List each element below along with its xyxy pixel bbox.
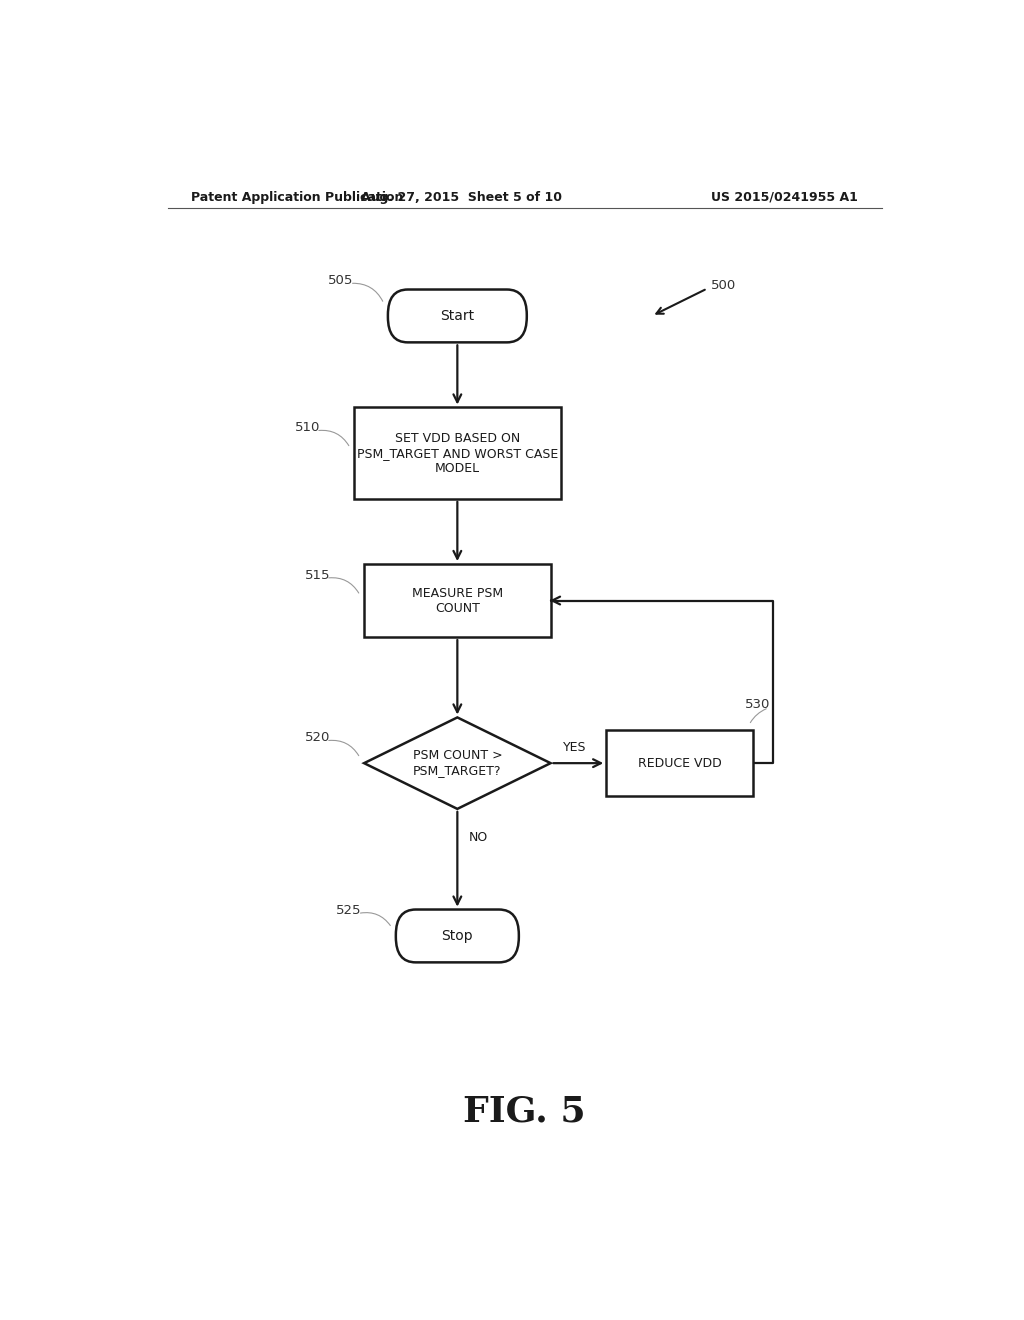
Bar bbox=[354, 408, 560, 499]
FancyBboxPatch shape bbox=[388, 289, 526, 342]
Text: REDUCE VDD: REDUCE VDD bbox=[638, 756, 722, 770]
Text: YES: YES bbox=[562, 742, 586, 755]
Text: PSM COUNT >
PSM_TARGET?: PSM COUNT > PSM_TARGET? bbox=[413, 750, 502, 777]
Text: Patent Application Publication: Patent Application Publication bbox=[191, 190, 403, 203]
Text: MEASURE PSM
COUNT: MEASURE PSM COUNT bbox=[412, 586, 503, 615]
Bar bbox=[365, 564, 551, 638]
Text: 530: 530 bbox=[745, 698, 770, 711]
Text: NO: NO bbox=[469, 830, 488, 843]
Text: Start: Start bbox=[440, 309, 474, 323]
FancyBboxPatch shape bbox=[396, 909, 519, 962]
Polygon shape bbox=[365, 718, 551, 809]
Text: US 2015/0241955 A1: US 2015/0241955 A1 bbox=[712, 190, 858, 203]
Text: 520: 520 bbox=[304, 731, 330, 744]
Text: 525: 525 bbox=[336, 904, 361, 917]
Text: SET VDD BASED ON
PSM_TARGET AND WORST CASE
MODEL: SET VDD BASED ON PSM_TARGET AND WORST CA… bbox=[356, 432, 558, 475]
Bar bbox=[606, 730, 753, 796]
Text: 500: 500 bbox=[712, 279, 736, 292]
Text: Aug. 27, 2015  Sheet 5 of 10: Aug. 27, 2015 Sheet 5 of 10 bbox=[360, 190, 562, 203]
Text: 505: 505 bbox=[329, 273, 353, 286]
Text: 510: 510 bbox=[295, 421, 321, 434]
Text: Stop: Stop bbox=[441, 929, 473, 942]
Text: FIG. 5: FIG. 5 bbox=[464, 1094, 586, 1129]
Text: 515: 515 bbox=[304, 569, 330, 582]
